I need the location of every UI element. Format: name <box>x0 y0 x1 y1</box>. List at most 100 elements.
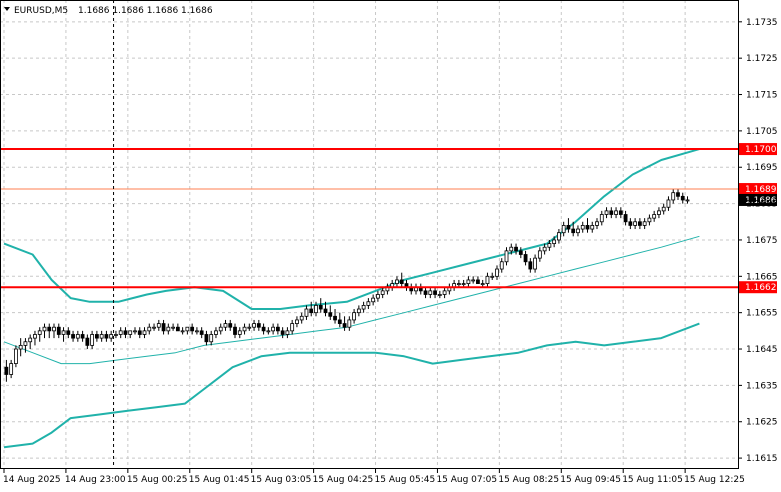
candle-body <box>376 294 380 299</box>
candle-body <box>94 334 99 339</box>
candle <box>623 210 628 226</box>
candle-body <box>437 294 442 296</box>
y-tick-label: 1.1625 <box>746 418 778 428</box>
candle-body <box>518 250 523 255</box>
candle-body <box>80 334 85 339</box>
candle <box>514 243 518 255</box>
candle-body <box>37 330 42 335</box>
candle-body <box>433 290 437 295</box>
candle <box>195 327 199 335</box>
candle-body <box>118 330 123 335</box>
candle <box>352 309 356 324</box>
candle <box>566 218 571 233</box>
candle <box>366 298 371 310</box>
candle <box>380 287 385 299</box>
candle-body <box>304 308 309 317</box>
candle-body <box>66 330 71 335</box>
y-tick-label: 1.1665 <box>746 272 778 282</box>
candle <box>561 221 566 237</box>
candle <box>395 276 399 288</box>
candle-body <box>152 326 156 329</box>
candle <box>133 327 137 335</box>
candle <box>614 207 618 219</box>
candle-body <box>595 221 599 226</box>
candle-body <box>290 323 295 332</box>
candle-body <box>9 363 14 375</box>
candle-body <box>218 326 223 332</box>
candle <box>576 225 580 237</box>
x-tick-label: 15 Aug 07:05 <box>436 475 497 485</box>
candle-body <box>618 210 623 215</box>
candle-body <box>299 315 304 321</box>
candle-body <box>14 348 18 364</box>
candle <box>657 207 661 219</box>
candle <box>52 323 56 339</box>
candle <box>214 327 218 339</box>
candle-body <box>175 326 180 332</box>
candle <box>442 287 447 299</box>
plot-frame <box>0 0 739 469</box>
candle <box>114 330 118 339</box>
candle-body <box>209 334 214 343</box>
candle-body <box>28 337 33 343</box>
candle-body <box>604 210 609 215</box>
current-price-tag <box>739 193 777 206</box>
candle <box>376 290 380 302</box>
candle <box>171 323 175 331</box>
horizontal-levels[interactable]: 1.1700 1.1689 1.1662 1.1686 <box>0 143 777 294</box>
candle-body <box>180 330 185 333</box>
candle-body <box>466 279 471 284</box>
price-level-tag <box>739 143 777 156</box>
symbol-dropdown-icon[interactable] <box>4 7 10 11</box>
candle <box>199 327 204 339</box>
candle <box>685 196 690 204</box>
candle-body <box>109 334 114 339</box>
price-axis[interactable]: 1.17351.17251.17151.17051.16951.16851.16… <box>738 18 778 464</box>
time-axis[interactable]: 14 Aug 2025 14 Aug 23:00 15 Aug 00:25 15 Au… <box>3 469 745 485</box>
price-level-tag-label: 1.1662 <box>745 283 777 293</box>
candle <box>642 218 647 230</box>
candle <box>66 327 71 339</box>
candle <box>85 334 90 350</box>
y-tick-label: 1.1685 <box>746 200 778 210</box>
y-tick-label: 1.1725 <box>746 54 778 64</box>
candle <box>147 323 152 335</box>
candle <box>471 276 476 284</box>
bollinger-upper-line <box>3 148 700 310</box>
candle <box>528 258 533 273</box>
candle-body <box>428 290 433 295</box>
candle-body <box>114 334 118 336</box>
candle <box>371 294 376 306</box>
candle-body <box>361 304 366 310</box>
candle-body <box>347 319 352 328</box>
candle <box>309 301 314 317</box>
candle <box>152 323 156 331</box>
candle <box>209 330 214 346</box>
x-tick-label: 14 Aug 23:00 <box>65 475 126 485</box>
candle-body <box>147 326 152 332</box>
candle-body <box>228 323 233 328</box>
candle <box>252 319 256 331</box>
candle <box>509 243 514 255</box>
x-tick-label: 15 Aug 00:25 <box>127 475 188 485</box>
candle <box>428 287 433 299</box>
candle-body <box>485 275 490 284</box>
candle <box>637 218 642 230</box>
candle <box>647 214 652 226</box>
candle-body <box>399 279 404 284</box>
y-tick-label: 1.1645 <box>746 345 778 355</box>
candle <box>180 327 185 335</box>
candle-body <box>75 334 80 339</box>
candle <box>423 287 428 299</box>
candle <box>356 305 361 317</box>
candle-body <box>537 250 542 259</box>
candle-body <box>676 192 680 197</box>
candle <box>142 327 147 339</box>
candle-body <box>133 330 137 333</box>
candle-body <box>42 326 47 332</box>
y-tick-label: 1.1715 <box>746 91 778 101</box>
candle <box>42 323 47 339</box>
